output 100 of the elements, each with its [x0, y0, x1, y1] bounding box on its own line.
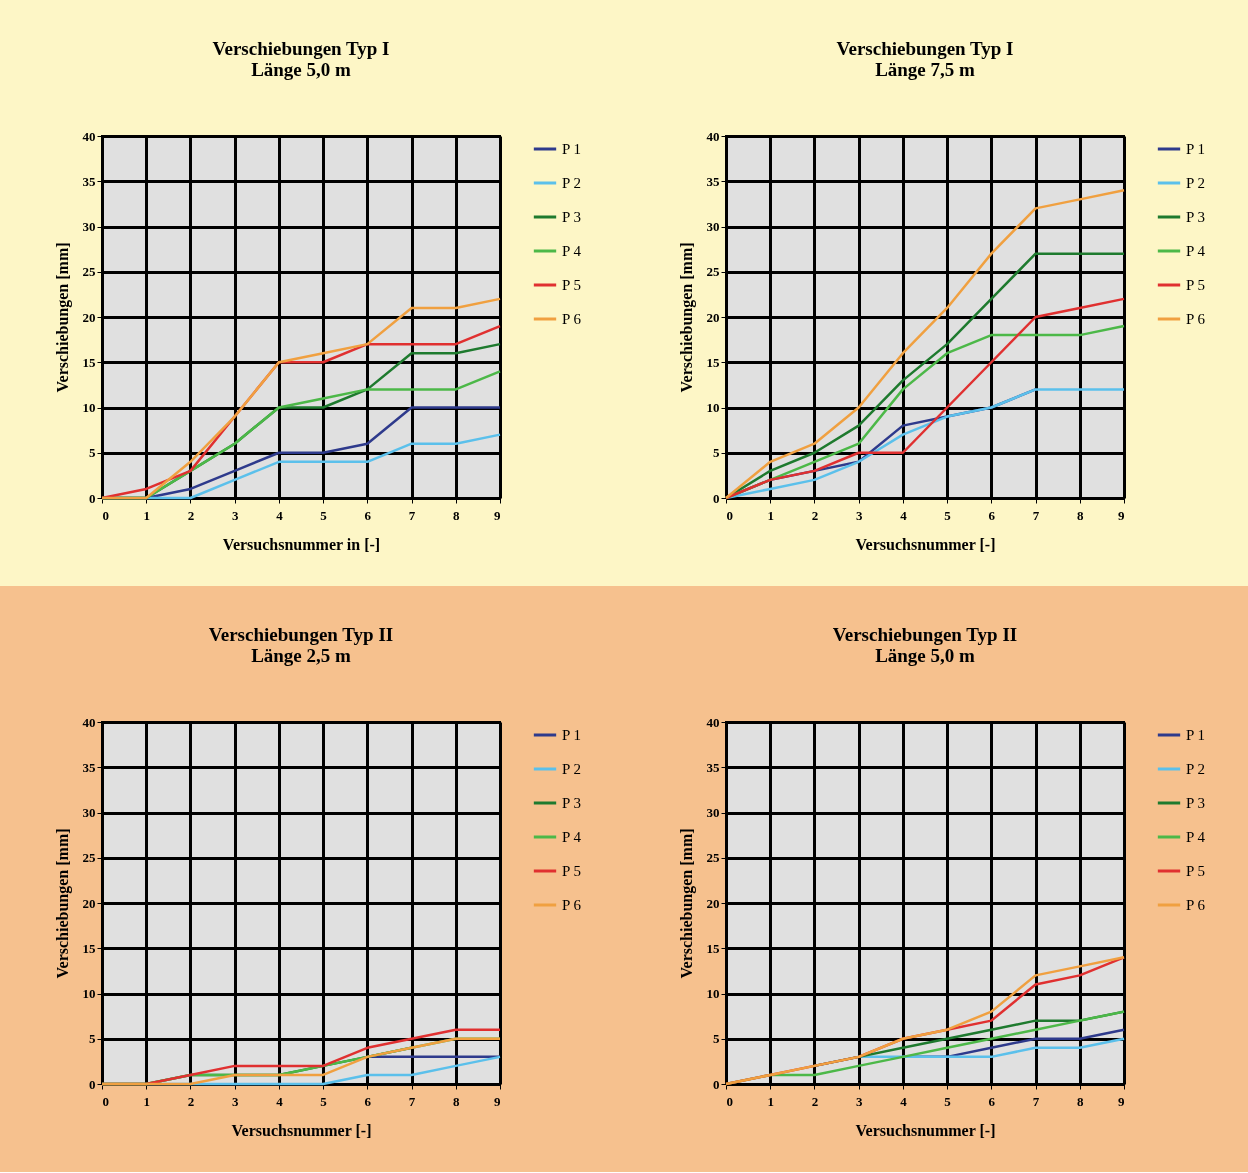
- legend-label: P 4: [1186, 829, 1206, 845]
- x-tick-label: 3: [855, 1093, 863, 1109]
- x-tick-label: 3: [855, 507, 863, 523]
- x-tick-label: 1: [767, 507, 774, 523]
- legend-label: P 3: [1186, 795, 1206, 811]
- legend-label: P 2: [562, 761, 582, 777]
- x-axis-title: Versuchsnummer [-]: [855, 535, 996, 553]
- y-tick-label: 15: [706, 354, 720, 370]
- x-tick-label: 5: [320, 1093, 328, 1109]
- legend-label: P 5: [1186, 863, 1206, 879]
- y-tick-label: 0: [89, 490, 96, 506]
- x-tick-label: 0: [726, 1093, 733, 1109]
- x-tick-label: 3: [231, 507, 239, 523]
- x-tick-label: 6: [988, 507, 996, 523]
- y-tick-label: 35: [706, 173, 720, 189]
- x-tick-label: 1: [143, 1093, 150, 1109]
- x-tick-label: 4: [900, 507, 908, 523]
- y-tick-label: 10: [82, 986, 96, 1001]
- x-tick-label: 2: [811, 1093, 819, 1109]
- legend-label: P 2: [562, 175, 582, 191]
- y-tick-label: 15: [706, 940, 720, 956]
- x-tick-label: 8: [1077, 507, 1085, 523]
- y-tick-label: 5: [713, 1031, 720, 1047]
- legend-label: P 3: [562, 209, 582, 225]
- legend-label: P 3: [562, 795, 582, 811]
- x-tick-label: 6: [364, 1093, 372, 1109]
- y-tick-label: 5: [713, 445, 720, 461]
- y-tick-label: 30: [706, 219, 720, 234]
- x-tick-label: 1: [143, 507, 150, 523]
- x-tick-label: 2: [187, 507, 195, 523]
- legend-label: P 2: [1186, 175, 1206, 191]
- legend-label: P 6: [562, 311, 582, 327]
- x-axis-title: Versuchsnummer in [-]: [222, 535, 381, 553]
- x-tick-label: 0: [102, 1093, 109, 1109]
- legend-label: P 4: [562, 243, 582, 259]
- y-tick-label: 35: [82, 759, 96, 775]
- y-tick-label: 15: [82, 940, 96, 956]
- y-tick-label: 25: [82, 264, 96, 280]
- x-tick-label: 3: [231, 1093, 239, 1109]
- y-tick-label: 0: [713, 1076, 720, 1092]
- x-tick-label: 2: [811, 507, 819, 523]
- y-tick-label: 20: [706, 895, 720, 911]
- x-axis-title: Versuchsnummer [-]: [231, 1121, 372, 1139]
- y-tick-label: 10: [82, 400, 96, 415]
- legend-label: P 4: [1186, 243, 1206, 259]
- x-tick-label: 0: [102, 507, 109, 523]
- chart-title: Verschiebungen Typ I Länge 5,0 m: [212, 38, 390, 80]
- y-axis-title: Verschiebungen [mm]: [677, 242, 696, 393]
- legend-label: P 1: [562, 727, 582, 743]
- chart-title: Verschiebungen Typ II Länge 2,5 m: [208, 624, 394, 666]
- y-tick-label: 25: [82, 850, 96, 866]
- x-tick-label: 8: [1077, 1093, 1085, 1109]
- y-tick-label: 35: [706, 759, 720, 775]
- y-tick-label: 40: [706, 128, 720, 144]
- x-tick-label: 6: [988, 1093, 996, 1109]
- y-tick-label: 35: [82, 173, 96, 189]
- legend-label: P 1: [1186, 727, 1206, 743]
- x-tick-label: 6: [364, 507, 372, 523]
- x-tick-label: 4: [276, 507, 284, 523]
- x-tick-label: 9: [494, 507, 501, 523]
- x-tick-label: 7: [408, 1093, 416, 1109]
- legend-label: P 5: [562, 277, 582, 293]
- legend-label: P 4: [562, 829, 582, 845]
- legend-label: P 6: [1186, 897, 1206, 913]
- legend-label: P 5: [562, 863, 582, 879]
- y-tick-label: 25: [706, 850, 720, 866]
- y-tick-label: 10: [706, 986, 720, 1001]
- x-tick-label: 7: [1032, 507, 1040, 523]
- y-axis-title: Verschiebungen [mm]: [677, 828, 696, 979]
- x-tick-label: 7: [1032, 1093, 1040, 1109]
- x-tick-label: 8: [453, 507, 461, 523]
- legend-label: P 3: [1186, 209, 1206, 225]
- y-tick-label: 20: [82, 309, 96, 325]
- y-tick-label: 5: [89, 1031, 96, 1047]
- legend-label: P 6: [562, 897, 582, 913]
- x-tick-label: 9: [494, 1093, 501, 1109]
- y-tick-label: 20: [706, 309, 720, 325]
- y-tick-label: 30: [82, 219, 96, 234]
- x-axis-title: Versuchsnummer [-]: [855, 1121, 996, 1139]
- x-tick-label: 5: [320, 507, 328, 523]
- y-tick-label: 40: [82, 128, 96, 144]
- x-tick-label: 9: [1118, 507, 1125, 523]
- y-tick-label: 5: [89, 445, 96, 461]
- y-tick-label: 0: [89, 1076, 96, 1092]
- y-tick-label: 40: [706, 714, 720, 730]
- y-tick-label: 30: [706, 805, 720, 820]
- chart-title: Verschiebungen Typ II Länge 5,0 m: [832, 624, 1018, 666]
- x-tick-label: 2: [187, 1093, 195, 1109]
- legend-label: P 6: [1186, 311, 1206, 327]
- y-tick-label: 20: [82, 895, 96, 911]
- x-tick-label: 7: [408, 507, 416, 523]
- y-tick-label: 25: [706, 264, 720, 280]
- y-tick-label: 10: [706, 400, 720, 415]
- y-tick-label: 0: [713, 490, 720, 506]
- x-tick-label: 8: [453, 1093, 461, 1109]
- y-axis-title: Verschiebungen [mm]: [53, 242, 72, 393]
- legend-label: P 5: [1186, 277, 1206, 293]
- x-tick-label: 5: [944, 1093, 952, 1109]
- x-tick-label: 1: [767, 1093, 774, 1109]
- x-tick-label: 5: [944, 507, 952, 523]
